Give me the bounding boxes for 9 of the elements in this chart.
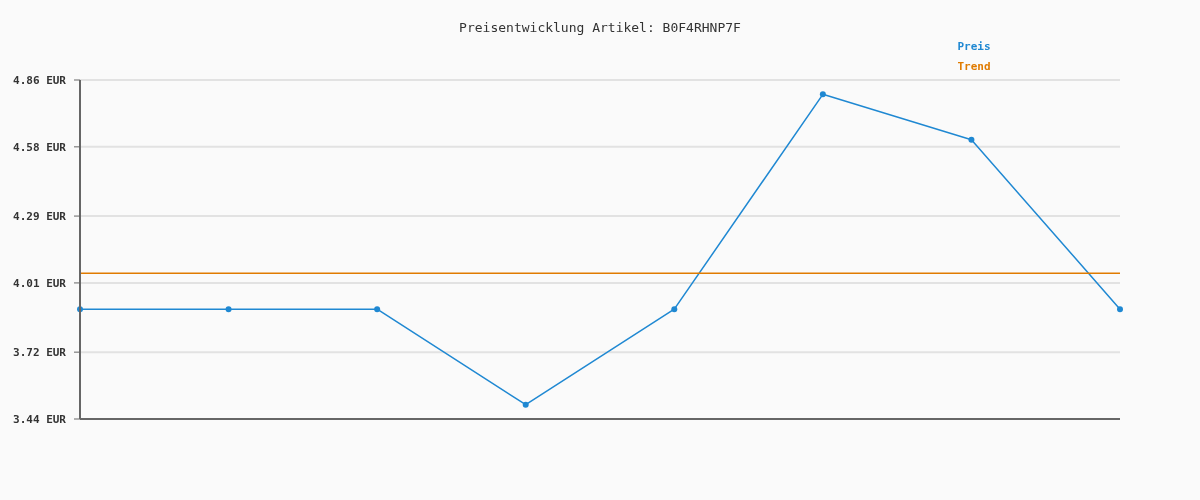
chart-title: Preisentwicklung Artikel: B0F4RHNP7F [459, 20, 742, 35]
text: Trend [957, 60, 991, 73]
text: Preis [957, 40, 991, 53]
y-tick-label: 4.58 EUR [13, 140, 67, 154]
y-tick-label: 4.86 EUR [13, 74, 67, 87]
y-tick-label: 3.44 EUR [13, 413, 67, 426]
y-tick-label: 3.72 EUR [13, 346, 67, 360]
y-tick-label: 4.29 EUR [13, 210, 67, 224]
y-tick-label: 4.01 EUR [13, 276, 67, 290]
